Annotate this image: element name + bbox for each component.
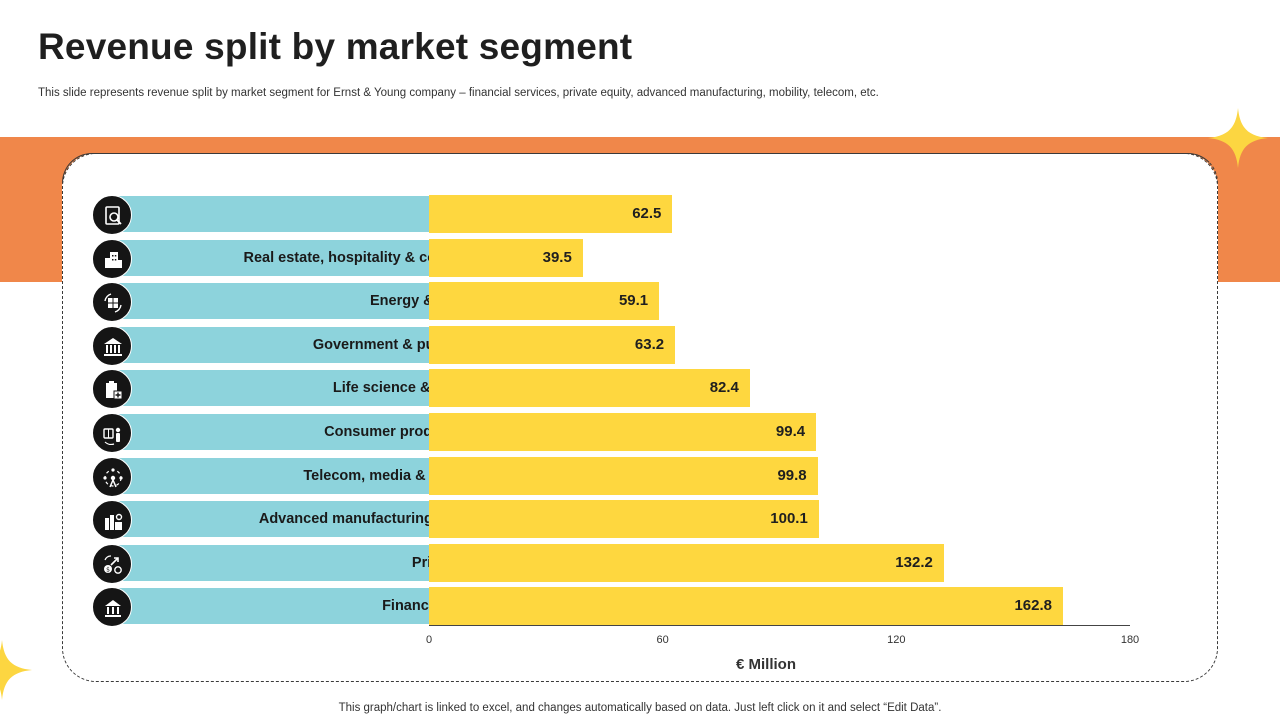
value-label: 59.1 <box>618 292 649 310</box>
bar-row: Real estate, hospitality & construction 3… <box>92 238 1092 279</box>
value-label: 99.8 <box>777 466 807 484</box>
sparkle-top-right-icon <box>1208 108 1268 168</box>
network-tower-icon <box>92 456 132 497</box>
value-label: 39.5 <box>542 248 572 266</box>
investment-growth-icon: $ <box>92 543 132 584</box>
bar-row: Other62.5 <box>92 195 1092 235</box>
bar-row: Financial services162.8 <box>92 587 1092 628</box>
bank-icon <box>92 587 132 628</box>
value-label: 132.2 <box>895 553 933 571</box>
clipboard-medical-icon <box>92 369 132 410</box>
value-bar: 82.4 <box>429 369 750 408</box>
value-bar: 63.2 <box>429 325 676 364</box>
value-label: 82.4 <box>709 379 739 397</box>
value-bar: 62.5 <box>429 195 673 233</box>
value-label: 162.8 <box>1014 597 1052 615</box>
x-tick-label: 60 <box>656 634 669 646</box>
document-search-icon <box>92 195 132 235</box>
shopping-person-icon <box>92 413 132 453</box>
sparkle-bottom-left-icon <box>0 640 32 700</box>
value-label: 100.1 <box>770 510 808 528</box>
svg-text:$: $ <box>106 566 110 573</box>
bar-row: Consumer product & retail 99.4 <box>92 413 1092 453</box>
bar-row: Energy & resources59.1 <box>92 282 1092 323</box>
bar-row: Life science & healthcare 82.4 <box>92 369 1092 410</box>
bar-row: Advanced manufacturing & mobility 100.1 <box>92 500 1092 541</box>
x-tick-label: 180 <box>1120 634 1140 646</box>
bar-row: Government & public sector 63.2 <box>92 325 1092 366</box>
page-subtitle: This slide represents revenue split by m… <box>38 87 879 99</box>
page-title: Revenue split by market segment <box>38 26 633 67</box>
footer-note: This graph/chart is linked to excel, and… <box>338 702 942 714</box>
value-label: 62.5 <box>632 205 662 222</box>
government-building-icon <box>92 325 132 366</box>
value-bar: 132.2 <box>429 543 944 582</box>
solar-panel-icon <box>92 282 132 323</box>
value-label: 99.4 <box>775 423 806 440</box>
x-tick-label: 120 <box>887 634 906 646</box>
value-label: 63.2 <box>634 335 665 353</box>
value-bar: 100.1 <box>429 500 819 539</box>
factory-icon <box>92 500 132 541</box>
bar-row: Private equity$132.2 <box>92 543 1092 584</box>
x-axis-line <box>429 625 1130 626</box>
bar-row: Telecom, media & technology 99.8 <box>92 456 1092 497</box>
value-bar: 99.4 <box>429 413 817 451</box>
x-tick-label: 0 <box>425 634 433 646</box>
x-axis-label: € Million <box>736 656 796 673</box>
value-bar: 162.8 <box>429 587 1063 626</box>
buildings-icon <box>92 238 132 279</box>
value-bar: 39.5 <box>429 238 583 277</box>
value-bar: 99.8 <box>429 456 818 495</box>
value-bar: 59.1 <box>429 282 660 321</box>
